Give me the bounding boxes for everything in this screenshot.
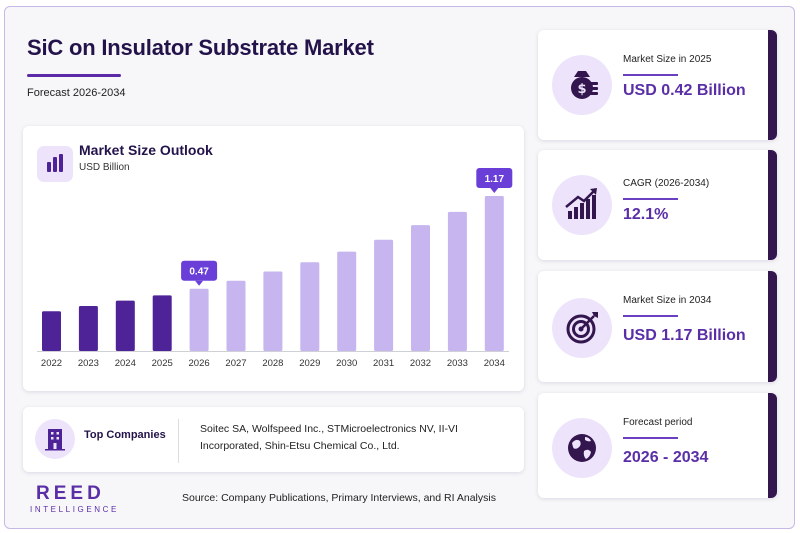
divider: [178, 419, 179, 463]
svg-text:$: $: [577, 82, 586, 97]
x-tick-label: 2029: [299, 358, 320, 369]
title-underline: [27, 74, 121, 77]
stat-card-market-2034: Market Size in 2034 USD 1.17 Billion: [538, 271, 777, 382]
stat-value: 2026 - 2034: [623, 449, 709, 466]
x-tick-label: 2031: [373, 358, 394, 369]
stat-card-market-2025: $ Market Size in 2025 USD 0.42 Billion: [538, 30, 777, 140]
stat-card-cagr: CAGR (2026-2034) 12.1%: [538, 150, 777, 260]
x-tick-label: 2025: [152, 358, 173, 369]
stat-divider: [623, 74, 678, 76]
chart-unit: USD Billion: [79, 162, 130, 173]
stat-value: 12.1%: [623, 206, 669, 223]
brand-logo: REED: [36, 483, 105, 504]
callout-box-2026: [181, 260, 218, 281]
bar-2025: [152, 295, 172, 351]
stat-value: USD 0.42 Billion: [623, 82, 746, 99]
page-title: SiC on Insulator Substrate Market: [27, 35, 374, 60]
source-note: Source: Company Publications, Primary In…: [182, 492, 496, 504]
card-accent: [768, 150, 777, 260]
bar-2026: [189, 288, 209, 351]
stat-label: CAGR (2026-2034): [623, 178, 710, 189]
bar-2028: [263, 271, 283, 351]
stat-value: USD 1.17 Billion: [623, 327, 746, 344]
brand-logo-subtitle: INTELLIGENCE: [30, 505, 119, 514]
stat-divider: [623, 315, 678, 317]
top-companies-card: Top Companies Soitec SA, Wolfspeed Inc.,…: [23, 407, 524, 472]
page-subtitle: Forecast 2026-2034: [27, 87, 126, 99]
bar-2030: [337, 251, 357, 351]
bar-2032: [411, 225, 430, 351]
card-accent: [768, 393, 777, 498]
data-label-2034: 1.17: [485, 174, 505, 185]
growth-chart-icon: [552, 175, 612, 235]
x-tick-label: 2027: [225, 358, 246, 369]
money-bag-icon: $: [552, 55, 612, 115]
stat-label: Market Size in 2034: [623, 295, 712, 306]
bar-2024: [115, 300, 135, 351]
card-accent: [768, 271, 777, 382]
bar-chart: 2022 2023 2024 2025 2026 2027 2028 2029 2030 2031…: [37, 168, 513, 369]
x-tick-label: 2032: [410, 358, 431, 369]
x-tick-label: 2034: [484, 358, 505, 369]
x-tick-label: 2030: [336, 358, 357, 369]
bar-2029: [300, 262, 320, 351]
bar-chart-icon: [37, 146, 73, 182]
building-icon: [35, 419, 75, 459]
bar-2023: [78, 305, 98, 351]
bar-2031: [374, 239, 394, 351]
data-label-2026: 0.47: [189, 267, 209, 278]
top-companies-list: Soitec SA, Wolfspeed Inc., STMicroelectr…: [200, 423, 458, 452]
target-icon: [552, 298, 612, 358]
stat-card-forecast-period: Forecast period 2026 - 2034: [538, 393, 777, 498]
card-accent: [768, 30, 777, 140]
stat-divider: [623, 198, 678, 200]
x-tick-label: 2026: [189, 358, 210, 369]
bar-2034: [484, 196, 504, 351]
stat-divider: [623, 437, 678, 439]
bar-2022: [42, 311, 61, 351]
bar-2033: [447, 211, 467, 351]
x-tick-label: 2024: [115, 358, 136, 369]
x-tick-label: 2033: [447, 358, 468, 369]
stat-label: Market Size in 2025: [623, 54, 712, 65]
top-companies-label: Top Companies: [84, 429, 166, 441]
callout-pointer-2034: [490, 188, 499, 193]
globe-icon: [552, 418, 612, 478]
x-tick-label: 2022: [41, 358, 62, 369]
callout-box-2034: [476, 168, 513, 188]
callout-pointer-2026: [195, 280, 204, 286]
chart-title: Market Size Outlook: [79, 142, 213, 158]
stat-label: Forecast period: [623, 417, 693, 428]
x-tick-label: 2023: [78, 358, 99, 369]
x-tick-label: 2028: [262, 358, 283, 369]
chart-card: Market Size Outlook USD Billion 2022 2023…: [23, 126, 524, 391]
bar-2027: [226, 280, 246, 351]
